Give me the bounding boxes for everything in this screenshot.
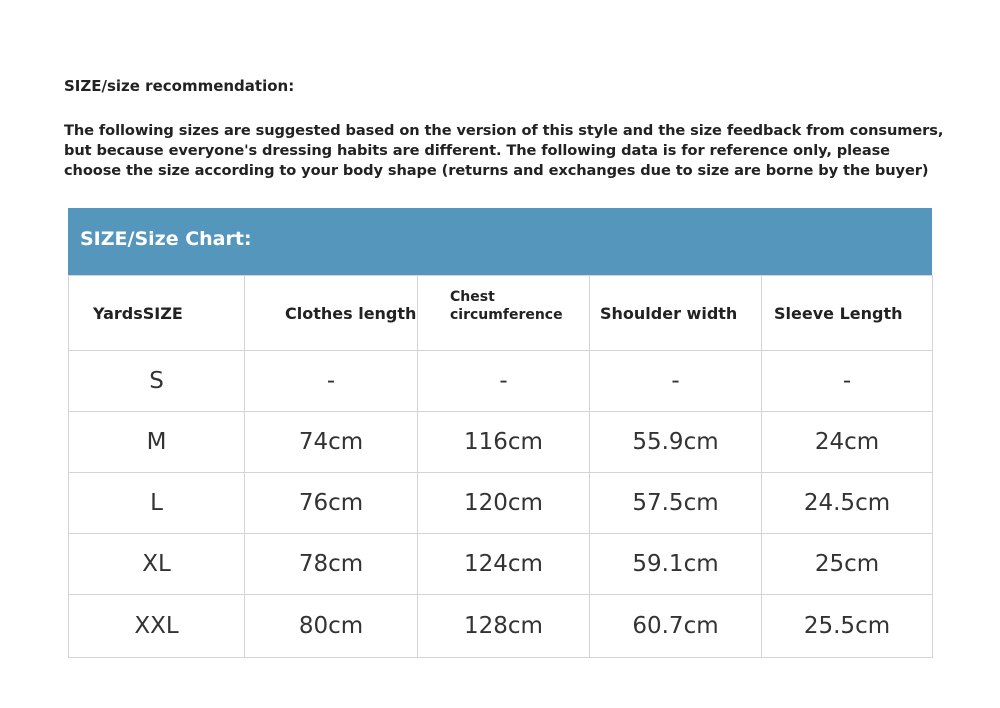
size-cell: XXL: [68, 594, 245, 658]
measurement-cell: -: [417, 350, 590, 412]
measurement-cell: 57.5cm: [589, 472, 762, 534]
column-header: Sleeve Length: [761, 275, 933, 351]
measurement-cell: 128cm: [417, 594, 590, 658]
measurement-cell: 25cm: [761, 533, 933, 595]
size-cell: XL: [68, 533, 245, 595]
measurement-cell: 24.5cm: [761, 472, 933, 534]
measurement-cell: 124cm: [417, 533, 590, 595]
column-header: Shoulder width: [589, 275, 762, 351]
size-table: YardsSIZE Clothes length Chest circumfer…: [68, 275, 933, 658]
size-cell: S: [68, 350, 245, 412]
measurement-cell: 24cm: [761, 411, 933, 473]
table-row: XXL 80cm 128cm 60.7cm 25.5cm: [68, 594, 933, 658]
measurement-cell: 116cm: [417, 411, 590, 473]
table-header-row: YardsSIZE Clothes length Chest circumfer…: [68, 275, 933, 351]
measurement-cell: 78cm: [244, 533, 418, 595]
column-header: Chest circumference: [417, 275, 590, 351]
measurement-cell: 59.1cm: [589, 533, 762, 595]
table-row: M 74cm 116cm 55.9cm 24cm: [68, 411, 933, 473]
measurement-cell: 80cm: [244, 594, 418, 658]
page-title: SIZE/size recommendation:: [64, 77, 295, 95]
measurement-cell: 55.9cm: [589, 411, 762, 473]
column-header: YardsSIZE: [68, 275, 245, 351]
table-row: S----: [68, 350, 933, 412]
measurement-cell: 74cm: [244, 411, 418, 473]
measurement-cell: -: [244, 350, 418, 412]
measurement-cell: -: [589, 350, 762, 412]
measurement-cell: 76cm: [244, 472, 418, 534]
measurement-cell: 25.5cm: [761, 594, 933, 658]
table-row: L 76cm 120cm 57.5cm 24.5cm: [68, 472, 933, 534]
table-row: XL 78cm 124cm 59.1cm 25cm: [68, 533, 933, 595]
size-chart-header: SIZE/Size Chart:: [68, 208, 932, 275]
column-header: Clothes length: [244, 275, 418, 351]
measurement-cell: 120cm: [417, 472, 590, 534]
size-chart-title: SIZE/Size Chart:: [80, 228, 252, 250]
measurement-cell: -: [761, 350, 933, 412]
size-cell: M: [68, 411, 245, 473]
measurement-cell: 60.7cm: [589, 594, 762, 658]
intro-text: The following sizes are suggested based …: [64, 122, 944, 179]
size-cell: L: [68, 472, 245, 534]
